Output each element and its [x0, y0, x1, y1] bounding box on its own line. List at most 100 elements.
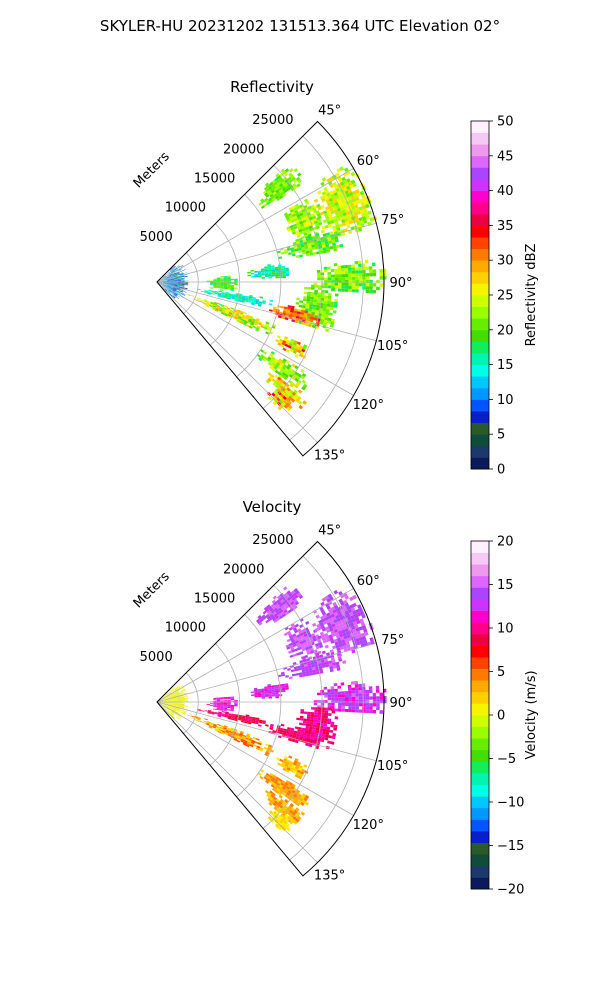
echo-bin: [297, 173, 302, 177]
echo-bin: [310, 302, 314, 305]
angle-tick-label: 135°: [314, 449, 345, 464]
echo-bin: [224, 283, 228, 284]
colorbar-segment: [471, 669, 489, 681]
echo-bin: [355, 690, 359, 693]
echo-bin: [185, 282, 189, 283]
echo-bin: [307, 719, 311, 722]
echo-bin: [227, 285, 231, 286]
echo-bin: [295, 726, 299, 729]
echo-bin: [268, 273, 272, 275]
echo-bin: [328, 298, 332, 301]
echo-bin: [372, 269, 376, 273]
echo-bin: [324, 286, 328, 289]
colorbar-label: Reflectivity dBZ: [524, 244, 539, 347]
echo-bin: [285, 683, 289, 686]
velocity-panel: Velocity 45°60°75°90°105°120°135°5000100…: [131, 498, 539, 898]
echo-bin: [333, 248, 337, 251]
echo-bin: [348, 274, 352, 277]
echo-bin: [310, 297, 314, 300]
echo-bin: [331, 700, 334, 703]
echo-bin: [298, 389, 303, 393]
echo-bin: [341, 271, 345, 274]
echo-bin: [355, 280, 359, 283]
echo-bin: [334, 272, 338, 275]
echo-bin: [334, 305, 338, 308]
echo-bin: [290, 655, 294, 658]
echo-bin: [220, 284, 224, 285]
echo-bin: [299, 300, 303, 303]
echo-bin: [366, 276, 370, 279]
echo-bin: [359, 283, 363, 286]
echo-bin: [330, 304, 334, 307]
echo-bin: [265, 272, 269, 274]
colorbar-segment: [471, 611, 489, 623]
echo-bin: [253, 326, 257, 329]
echo-bin: [380, 273, 384, 277]
echo-bin: [352, 694, 356, 697]
echo-bin: [335, 277, 339, 280]
echo-bin: [302, 723, 306, 726]
colorbar-segment: [471, 738, 489, 750]
echo-bin: [268, 275, 272, 277]
echo-bin: [275, 271, 279, 273]
echo-bin: [262, 695, 266, 697]
echo-bin: [269, 277, 273, 279]
echo-bin: [310, 717, 314, 720]
colorbar-tick-label: 20: [497, 535, 514, 550]
echo-bin: [345, 277, 349, 280]
colorbar-segment: [471, 877, 489, 889]
echo-bin: [218, 291, 222, 293]
echo-bin: [307, 292, 311, 295]
echo-bin: [268, 695, 272, 697]
echo-bin: [355, 709, 359, 712]
colorbar-tick-label: −20: [497, 883, 524, 898]
echo-bin: [333, 245, 337, 248]
echo-bin: [342, 277, 346, 280]
echo-bin: [330, 307, 334, 310]
echo-bin: [338, 269, 342, 272]
echo-bin: [317, 273, 321, 276]
echo-bin: [345, 709, 349, 712]
echo-bin: [321, 700, 324, 703]
echo-bin: [251, 273, 255, 275]
angle-tick-label: 60°: [357, 574, 380, 589]
echo-bin: [351, 681, 355, 684]
echo-bin: [191, 295, 194, 297]
echo-bin: [311, 285, 315, 288]
echo-bin: [324, 687, 328, 690]
echo-bin: [203, 722, 207, 724]
colorbar-segment: [471, 399, 489, 411]
echo-bin: [296, 302, 300, 305]
echo-bin: [265, 331, 269, 334]
colorbar-segment: [471, 785, 489, 797]
echo-bin: [313, 252, 317, 255]
colorbar-tick-label: −10: [497, 796, 524, 811]
echo-bin: [224, 284, 228, 285]
echo-bin: [366, 690, 370, 694]
colorbar-segment: [471, 330, 489, 342]
echo-bin: [265, 693, 269, 695]
colorbar-segment: [471, 796, 489, 808]
colorbar-segment: [471, 599, 489, 611]
echo-bin: [227, 706, 231, 707]
echo-bin: [210, 282, 214, 283]
echo-bin: [184, 696, 188, 697]
echo-bin: [330, 724, 334, 727]
echo-bin: [317, 278, 321, 281]
echo-bin: [289, 676, 293, 679]
echo-bin: [344, 265, 348, 268]
echo-bin: [303, 296, 307, 299]
range-axis-label: Meters: [131, 569, 173, 611]
echo-bin: [213, 709, 217, 710]
echo-bin: [380, 693, 384, 697]
echo-bin: [338, 289, 342, 292]
echo-bin: [325, 645, 329, 649]
echo-bin: [358, 267, 362, 270]
echo-bin: [362, 697, 366, 700]
echo-bin: [359, 693, 363, 696]
echo-bin: [365, 267, 369, 271]
echo-bin: [234, 704, 238, 705]
echo-bin: [315, 707, 319, 710]
echo-bin: [293, 654, 297, 657]
echo-bin: [210, 287, 214, 288]
